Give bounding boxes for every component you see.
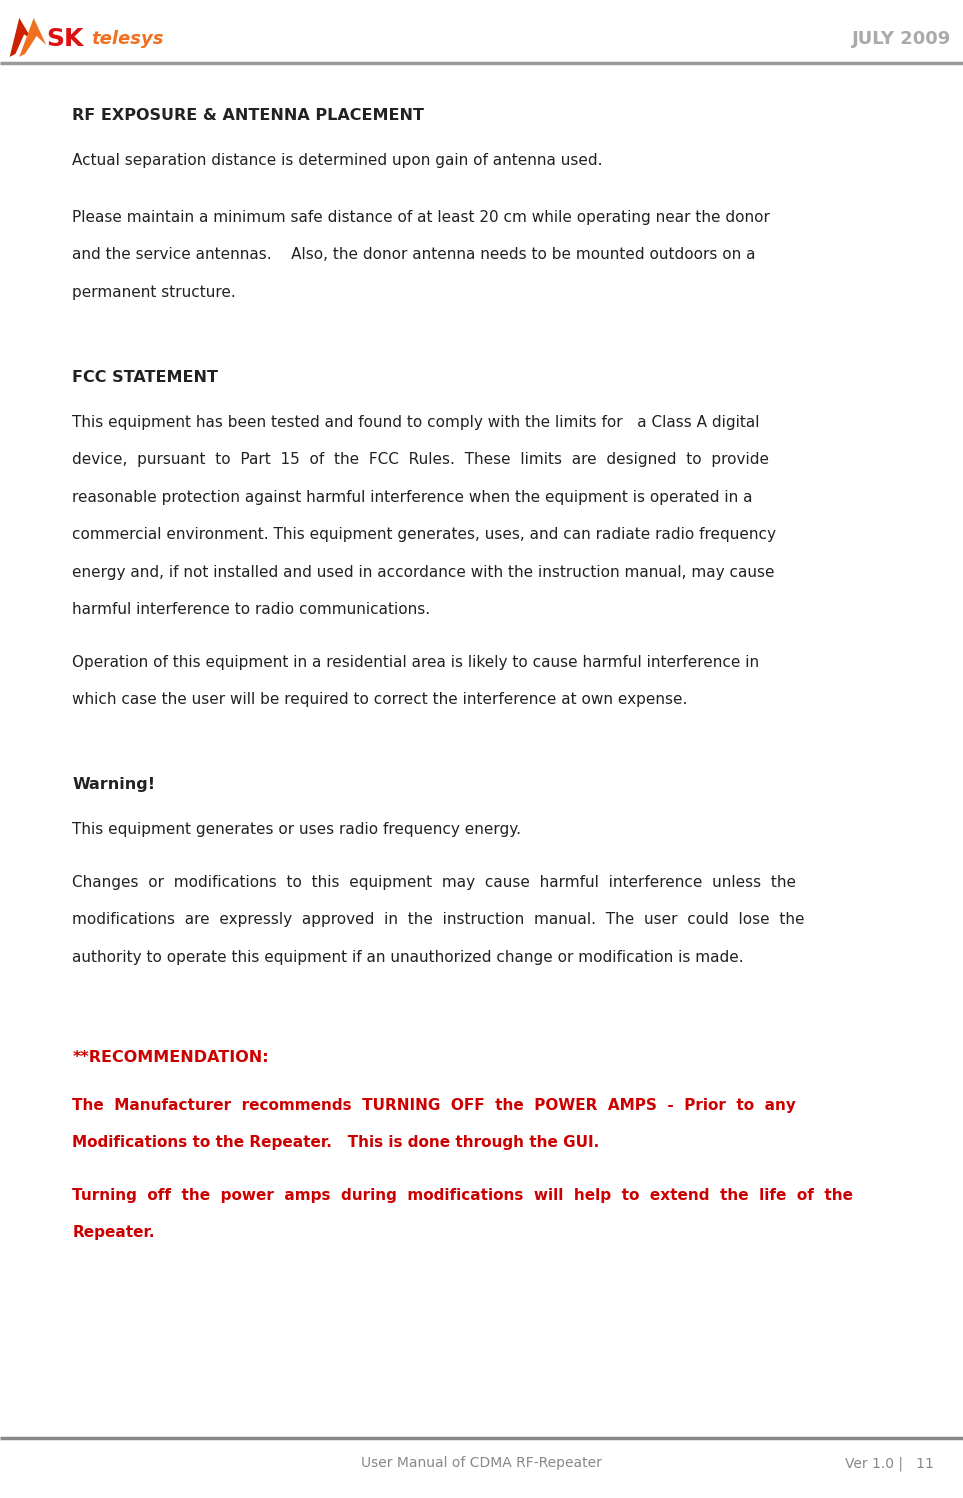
PathPatch shape [19, 18, 46, 57]
Text: and the service antennas.    Also, the donor antenna needs to be mounted outdoor: and the service antennas. Also, the dono… [72, 247, 756, 262]
Text: which case the user will be required to correct the interference at own expense.: which case the user will be required to … [72, 692, 688, 707]
Text: JULY 2009: JULY 2009 [852, 30, 951, 48]
Text: **RECOMMENDATION:: **RECOMMENDATION: [72, 1050, 269, 1065]
Text: This equipment has been tested and found to comply with the limits for   a Class: This equipment has been tested and found… [72, 415, 760, 430]
Text: Turning  off  the  power  amps  during  modifications  will  help  to  extend  t: Turning off the power amps during modifi… [72, 1188, 853, 1203]
Text: RF EXPOSURE & ANTENNA PLACEMENT: RF EXPOSURE & ANTENNA PLACEMENT [72, 108, 425, 123]
Text: Operation of this equipment in a residential area is likely to cause harmful int: Operation of this equipment in a residen… [72, 655, 760, 670]
Text: Actual separation distance is determined upon gain of antenna used.: Actual separation distance is determined… [72, 153, 603, 168]
Text: The  Manufacturer  recommends  TURNING  OFF  the  POWER  AMPS  -  Prior  to  any: The Manufacturer recommends TURNING OFF … [72, 1098, 796, 1113]
Text: telesys: telesys [91, 30, 164, 48]
Text: reasonable protection against harmful interference when the equipment is operate: reasonable protection against harmful in… [72, 490, 753, 505]
Text: commercial environment. This equipment generates, uses, and can radiate radio fr: commercial environment. This equipment g… [72, 527, 776, 542]
Text: SK: SK [46, 27, 84, 51]
Text: FCC STATEMENT: FCC STATEMENT [72, 370, 219, 385]
PathPatch shape [10, 18, 32, 57]
Text: energy and, if not installed and used in accordance with the instruction manual,: energy and, if not installed and used in… [72, 565, 774, 580]
Text: Changes  or  modifications  to  this  equipment  may  cause  harmful  interferen: Changes or modifications to this equipme… [72, 875, 796, 890]
Text: permanent structure.: permanent structure. [72, 285, 236, 300]
Text: harmful interference to radio communications.: harmful interference to radio communicat… [72, 602, 430, 617]
Text: device,  pursuant  to  Part  15  of  the  FCC  Rules.  These  limits  are  desig: device, pursuant to Part 15 of the FCC R… [72, 452, 769, 467]
Text: User Manual of CDMA RF-Repeater: User Manual of CDMA RF-Repeater [361, 1456, 602, 1470]
Text: modifications  are  expressly  approved  in  the  instruction  manual.  The  use: modifications are expressly approved in … [72, 912, 805, 927]
Text: This equipment generates or uses radio frequency energy.: This equipment generates or uses radio f… [72, 822, 521, 837]
Text: Ver 1.0 |   11: Ver 1.0 | 11 [846, 1456, 934, 1471]
Text: Repeater.: Repeater. [72, 1225, 155, 1240]
Text: Modifications to the Repeater.   This is done through the GUI.: Modifications to the Repeater. This is d… [72, 1135, 600, 1150]
Text: Warning!: Warning! [72, 777, 155, 792]
Text: Please maintain a minimum safe distance of at least 20 cm while operating near t: Please maintain a minimum safe distance … [72, 210, 770, 225]
Text: authority to operate this equipment if an unauthorized change or modification is: authority to operate this equipment if a… [72, 950, 743, 965]
